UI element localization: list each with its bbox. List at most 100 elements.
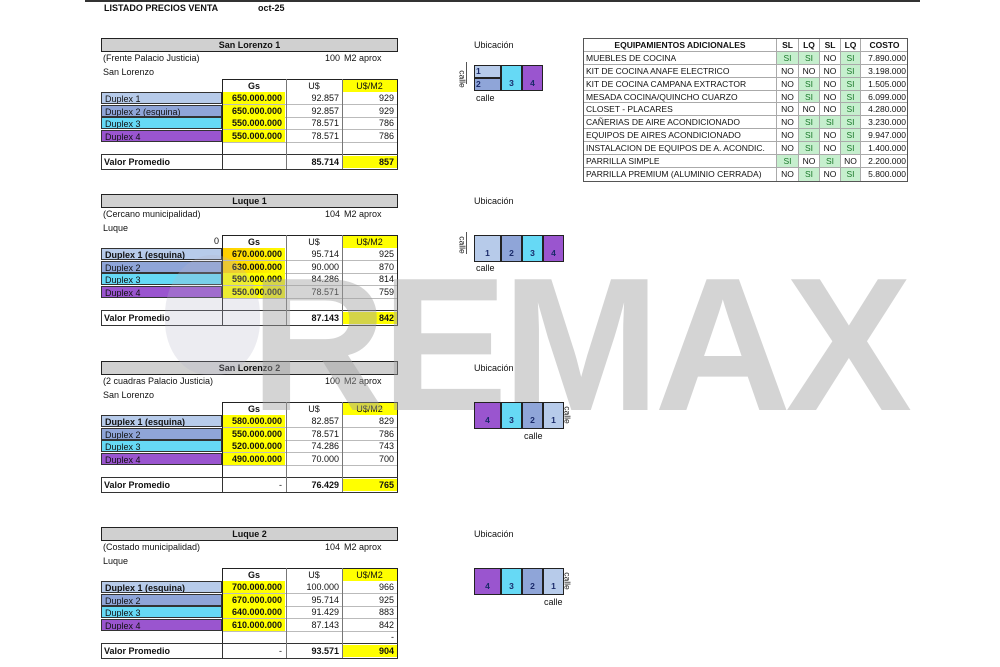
left-border (101, 310, 102, 326)
availability-lq2: SI (840, 129, 860, 142)
price-gs: 670.000.000 (223, 248, 285, 260)
bottom-border (101, 169, 398, 170)
avg-usd-m2: 765 (342, 479, 397, 491)
availability-sl1: NO (776, 64, 798, 77)
price-usd-m2: 786 (378, 130, 394, 141)
avg-divider (101, 310, 398, 311)
equipment-header: LQ 2 (840, 39, 860, 51)
area-value: 104 (325, 542, 341, 552)
col-header-gs: Gs (247, 404, 260, 414)
duplex-name: Duplex 1 (esquina) (101, 415, 222, 427)
availability-lq1: SI (798, 167, 819, 181)
column-divider (286, 79, 287, 170)
col-header-gs: Gs (247, 81, 260, 91)
avg-label: Valor Promedio (104, 480, 171, 490)
price-gs: 630.000.000 (223, 260, 285, 273)
row-divider (223, 285, 397, 286)
price-usd: 87.143 (311, 619, 339, 630)
duplex-name: Duplex 1 (esquina) (101, 581, 222, 593)
availability-lq2: SI (840, 90, 860, 103)
location-diagram: Ubicación calle 1 2 3 4 calle (458, 196, 584, 273)
price-usd-m2: 814 (378, 274, 394, 284)
equipment-row: INSTALACION DE EQUIPOS DE A. ACONDIC. NO S… (584, 142, 908, 156)
duplex-name: Duplex 2 (esquina) (101, 104, 222, 117)
header-prefix (161, 79, 222, 91)
equipment-item: CAÑERIAS DE AIRE ACONDICIONADO (586, 117, 740, 128)
availability-lq2: SI (840, 116, 860, 129)
availability-sl2: NO (819, 64, 840, 77)
duplex-name: Duplex 4 (101, 452, 222, 465)
equipment-item: PARRILLA SIMPLE (586, 156, 660, 167)
duplex-name: Duplex 1 (esquina) (101, 248, 222, 260)
column-divider (222, 643, 223, 659)
section-san-lorenzo-1: San Lorenzo 1 (Frente Palacio Justicia) 10… (101, 38, 398, 170)
price-usd-m2: 786 (378, 428, 394, 439)
avg-usd: 87.143 (311, 313, 339, 323)
header-prefix (161, 568, 222, 580)
availability-lq2: SI (840, 64, 860, 77)
price-usd: 78.571 (311, 118, 339, 128)
section-title: Luque 2 (101, 527, 398, 541)
avg-usd-m2: 904 (342, 645, 397, 657)
availability-sl2: NO (819, 142, 840, 155)
street-bottom-label: calle (476, 263, 495, 273)
bottom-border (101, 325, 398, 326)
column-divider (222, 477, 223, 493)
price-usd: 90.000 (311, 261, 339, 272)
section-description: (2 cuadras Palacio Justicia) (103, 376, 214, 386)
price-usd-m2: 842 (378, 619, 394, 630)
equipment-header: SL 2 (819, 39, 840, 51)
availability-lq1: SI (798, 77, 819, 90)
column-divider (286, 568, 287, 659)
equipment-cost: 7.890.000 (860, 51, 908, 64)
equipment-header-row: EQUIPAMIENTOS ADICIONALES SL 1LQ 1SL 2LQ … (584, 39, 907, 52)
equipment-item: EQUIPOS DE AIRES ACONDICIONADO (586, 130, 741, 141)
street-bottom-label: calle (476, 93, 495, 103)
equipment-cost: 4.280.000 (860, 103, 908, 116)
area-unit: M2 aprox (344, 542, 382, 552)
price-gs: 650.000.000 (223, 104, 285, 117)
equipment-cost: 5.800.000 (860, 167, 908, 181)
equipment-cost: 1.400.000 (860, 142, 908, 155)
lot-4: 4 (522, 65, 543, 91)
location-label: Ubicación (474, 529, 514, 539)
equipment-table: EQUIPAMIENTOS ADICIONALES SL 1LQ 1SL 2LQ … (583, 38, 908, 182)
lot-1: 1 (474, 235, 501, 262)
row-divider (223, 129, 397, 130)
column-divider (222, 310, 223, 326)
price-gs: 550.000.000 (223, 285, 285, 298)
price-usd: 82.857 (311, 416, 339, 426)
location-diagram: Ubicación 4 3 2 1 calle calle (474, 529, 584, 607)
avg-gs: - (279, 646, 282, 656)
price-usd: 78.571 (311, 286, 339, 297)
avg-gs (223, 312, 285, 324)
availability-sl1: NO (776, 142, 798, 155)
section-luque-2: Luque 2 (Costado municipalidad) 104 M2 apro… (101, 527, 398, 659)
col-header-usd: U$ (308, 570, 320, 580)
avg-divider (101, 154, 398, 155)
price-gs: 490.000.000 (223, 452, 285, 465)
equipment-cost: 3.230.000 (860, 116, 908, 129)
area-value: 100 (325, 376, 341, 386)
duplex-name: Duplex 3 (101, 117, 222, 129)
availability-lq1: SI (798, 51, 819, 64)
price-usd-m2: 883 (378, 607, 394, 617)
equipment-cost: 6.099.000 (860, 90, 908, 103)
price-usd-m2: 743 (378, 441, 394, 451)
header-prefix: 0 (213, 236, 219, 246)
avg-usd: 76.429 (311, 480, 339, 490)
price-usd-m2: 929 (378, 93, 394, 103)
price-usd: 78.571 (311, 428, 339, 439)
equipment-header: SL 1 (776, 39, 798, 51)
section-city: Luque (103, 223, 129, 233)
availability-lq1: NO (798, 155, 819, 167)
equipment-row: PARRILLA PREMIUM (ALUMINIO CERRADA) NO SI N… (584, 167, 908, 181)
availability-sl1: NO (776, 116, 798, 129)
lot-4: 4 (474, 568, 501, 595)
availability-sl1: NO (776, 129, 798, 142)
price-usd-m2: 700 (378, 453, 394, 464)
area-unit: M2 aprox (344, 376, 382, 386)
duplex-name: Duplex 3 (101, 606, 222, 618)
blank-usd-m2 (342, 465, 397, 477)
street-side-label: calle (562, 572, 573, 590)
